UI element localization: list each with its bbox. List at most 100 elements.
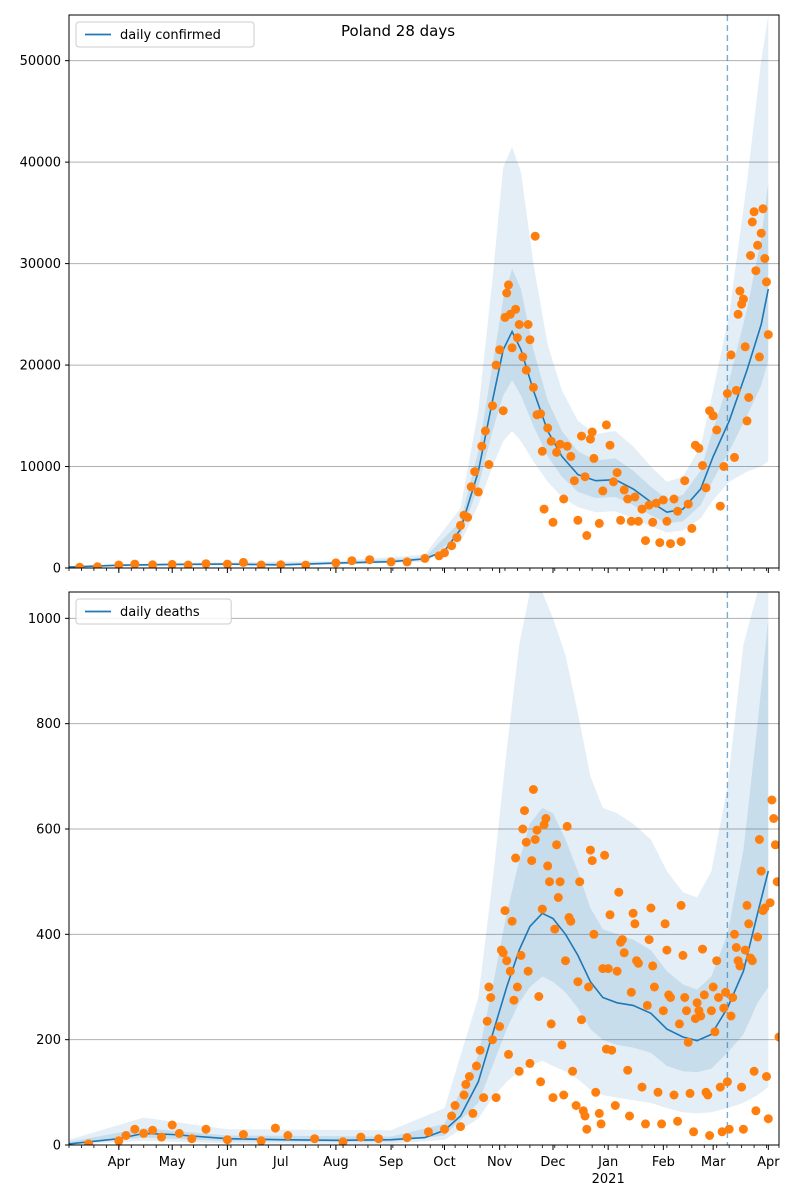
data-point <box>687 523 697 533</box>
data-point <box>751 266 761 276</box>
data-point <box>585 434 595 444</box>
data-point <box>528 785 538 794</box>
data-point <box>130 1124 140 1134</box>
data-point <box>562 821 572 831</box>
data-point <box>521 365 531 375</box>
y-tick-label: 0 <box>53 562 61 577</box>
x-tick-label: Nov <box>487 1155 513 1170</box>
data-point <box>582 1124 592 1134</box>
data-point <box>539 504 549 514</box>
data-point <box>402 1133 412 1143</box>
data-point <box>505 966 515 976</box>
x-tick-label: Jan <box>597 1155 618 1170</box>
plot-area <box>69 592 779 1145</box>
data-point <box>735 286 745 296</box>
data-point <box>537 904 547 914</box>
data-point <box>669 1090 679 1100</box>
x-tick-label: Dec <box>540 1155 565 1170</box>
data-point <box>518 352 528 362</box>
data-point <box>653 1087 663 1097</box>
data-point <box>692 998 702 1008</box>
band-outer <box>69 15 769 568</box>
data-point <box>566 916 576 926</box>
data-point <box>543 423 553 433</box>
data-point <box>698 944 707 954</box>
data-point <box>680 476 690 486</box>
y-tick-label: 400 <box>36 928 61 943</box>
data-point <box>222 1135 232 1145</box>
data-point <box>491 1093 501 1103</box>
data-point <box>347 556 357 566</box>
x-tick-label: Jun <box>216 1155 237 1170</box>
data-point <box>625 1111 634 1121</box>
data-point <box>509 995 519 1005</box>
data-point <box>754 352 764 362</box>
data-point <box>456 520 465 530</box>
data-point <box>559 1090 569 1100</box>
data-point <box>737 1082 747 1092</box>
data-point <box>423 1127 433 1137</box>
data-point <box>772 877 779 887</box>
data-point <box>630 492 640 502</box>
data-point <box>605 440 615 450</box>
data-point <box>603 964 613 974</box>
data-point <box>93 562 102 568</box>
data-point <box>525 335 535 345</box>
data-point <box>678 950 688 960</box>
data-point <box>715 1082 725 1092</box>
y-tick-label: 800 <box>36 717 61 732</box>
legend-box <box>75 598 232 625</box>
axes-frame <box>68 591 780 1146</box>
data-point <box>167 559 177 568</box>
data-point <box>623 494 633 504</box>
data-point <box>450 1101 460 1110</box>
band-inner <box>69 182 769 568</box>
data-point <box>655 538 665 548</box>
data-point <box>660 919 670 929</box>
x-tick-label: May <box>159 1155 186 1170</box>
data-point <box>648 961 658 971</box>
data-point <box>756 228 766 238</box>
data-point <box>461 1079 471 1089</box>
data-point <box>276 560 286 568</box>
data-point <box>523 966 533 976</box>
y-tick-label: 1000 <box>28 612 61 627</box>
data-point <box>628 908 638 918</box>
data-point <box>722 389 732 398</box>
data-point <box>183 560 193 568</box>
data-point <box>735 961 745 971</box>
data-point <box>699 990 709 1000</box>
data-point <box>365 555 375 565</box>
data-point <box>456 1122 465 1132</box>
data-point <box>658 1006 668 1016</box>
data-point <box>712 425 722 435</box>
x-tick-label: Aug <box>323 1155 348 1170</box>
data-point <box>600 850 610 860</box>
data-point <box>710 1027 720 1037</box>
data-point <box>641 1119 650 1129</box>
data-point <box>536 1077 546 1087</box>
data-point <box>746 251 755 260</box>
data-point <box>331 558 341 568</box>
data-point <box>673 1116 683 1126</box>
data-point <box>726 1011 736 1021</box>
data-point <box>651 498 661 508</box>
data-point <box>767 795 777 805</box>
data-point <box>495 345 505 355</box>
y-tick-label: 0 <box>53 1139 61 1154</box>
data-point <box>744 919 754 929</box>
data-point <box>682 1006 691 1016</box>
data-point <box>546 1019 556 1029</box>
data-point <box>562 441 572 451</box>
data-point <box>657 1119 667 1129</box>
data-point <box>753 240 763 250</box>
data-point <box>548 1093 558 1103</box>
data-point <box>644 500 654 510</box>
y-tick-label: 40000 <box>20 156 61 171</box>
data-point <box>459 1090 469 1100</box>
data-point <box>753 932 763 942</box>
data-point <box>642 1000 652 1010</box>
data-point <box>658 495 668 505</box>
data-point <box>463 512 473 522</box>
